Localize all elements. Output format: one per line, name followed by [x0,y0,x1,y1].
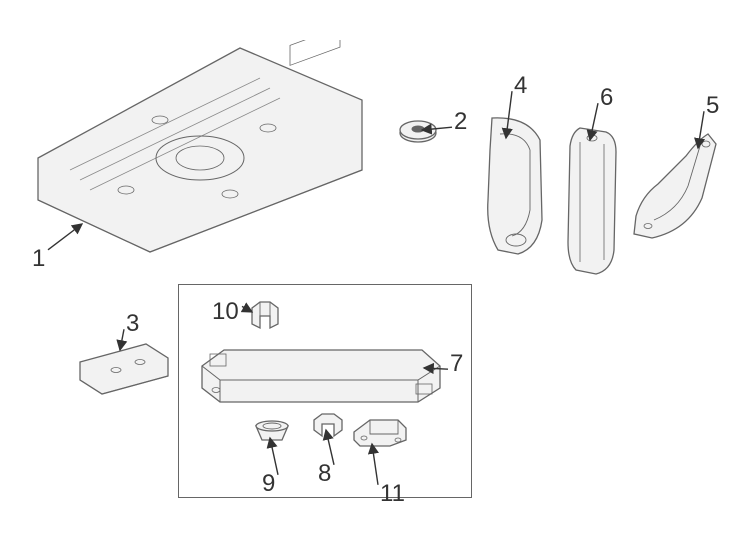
callout-label-5: 5 [706,92,719,120]
part-clip-10 [248,296,282,330]
part-crossmember [196,340,446,410]
part-plug [398,118,438,144]
part-floor-pan [30,40,370,260]
callout-label-1: 1 [32,245,45,273]
part-brace-right [628,126,720,246]
callout-label-8: 8 [318,460,331,488]
part-cup-9 [254,418,290,444]
part-brace-middle [562,122,622,280]
diagram-stage: 1 2 3 4 5 6 7 8 9 10 11 [0,0,734,540]
part-clip-8 [310,410,346,440]
callout-label-4: 4 [514,72,527,100]
callout-label-11: 11 [380,480,405,508]
callout-label-9: 9 [262,470,275,498]
callout-label-7: 7 [450,350,463,378]
part-brace-left [480,110,550,260]
part-bracket-small [76,340,172,396]
callout-label-2: 2 [454,108,467,136]
callout-label-10: 10 [212,298,239,326]
callout-label-3: 3 [126,310,139,338]
callout-label-6: 6 [600,84,613,112]
part-bracket-11 [350,414,410,450]
